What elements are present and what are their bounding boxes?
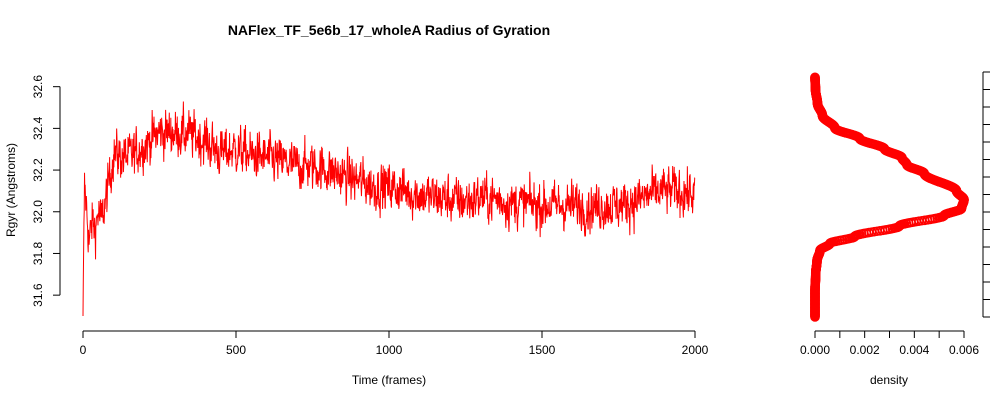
- density-y-tick-label: 32.0: [998, 200, 1000, 224]
- density-y-tick-label: 32.6: [998, 95, 1000, 119]
- density-plot: 0.000 0.002 0.004 0.006 31.4 31.6 31.8 32.0 32.2…: [800, 60, 1000, 357]
- density-point: [810, 72, 820, 83]
- main-y-tick-label: 32.2: [31, 158, 45, 182]
- density-y-tick-label: 31.6: [998, 270, 1000, 294]
- main-x-tick-label: 2000: [682, 343, 709, 357]
- main-plot: 0 500 1000 1500 2000 31.6 31.8 32.0 32.2 32.4 32.6: [31, 75, 709, 357]
- density-x-tick-label: 0.000: [800, 343, 830, 357]
- density-y-tick-label: 32.2: [998, 165, 1000, 189]
- main-y-tick-label: 32.0: [31, 200, 45, 224]
- density-y-tick-label: 31.8: [998, 235, 1000, 259]
- rgyr-series-line: [82, 101, 696, 317]
- density-x-axis-label: density: [870, 373, 908, 387]
- main-x-tick-label: 0: [80, 343, 87, 357]
- density-y-tick-label: 31.4: [998, 305, 1000, 329]
- chart-title: NAFlex_TF_5e6b_17_wholeA Radius of Gyrat…: [228, 22, 550, 38]
- main-x-tick-label: 1500: [529, 343, 556, 357]
- density-x-tick-label: 0.004: [899, 343, 929, 357]
- density-x-tick-label: 0.002: [850, 343, 880, 357]
- main-x-axis-label: Time (frames): [352, 373, 426, 387]
- main-x-tick-label: 1000: [376, 343, 403, 357]
- density-y-tick-label: 32.4: [998, 130, 1000, 154]
- main-x-tick-label: 500: [226, 343, 246, 357]
- density-x-tick-label: 0.006: [949, 343, 979, 357]
- main-y-tick-label: 31.6: [31, 283, 45, 307]
- main-y-tick-label: 32.4: [31, 116, 45, 140]
- density-y-tick-label: 32.8: [998, 60, 1000, 84]
- density-curve: [810, 72, 969, 322]
- main-y-tick-label: 31.8: [31, 241, 45, 265]
- main-y-axis-label: Rgyr (Angstroms): [4, 143, 18, 237]
- main-y-tick-label: 32.6: [31, 75, 45, 99]
